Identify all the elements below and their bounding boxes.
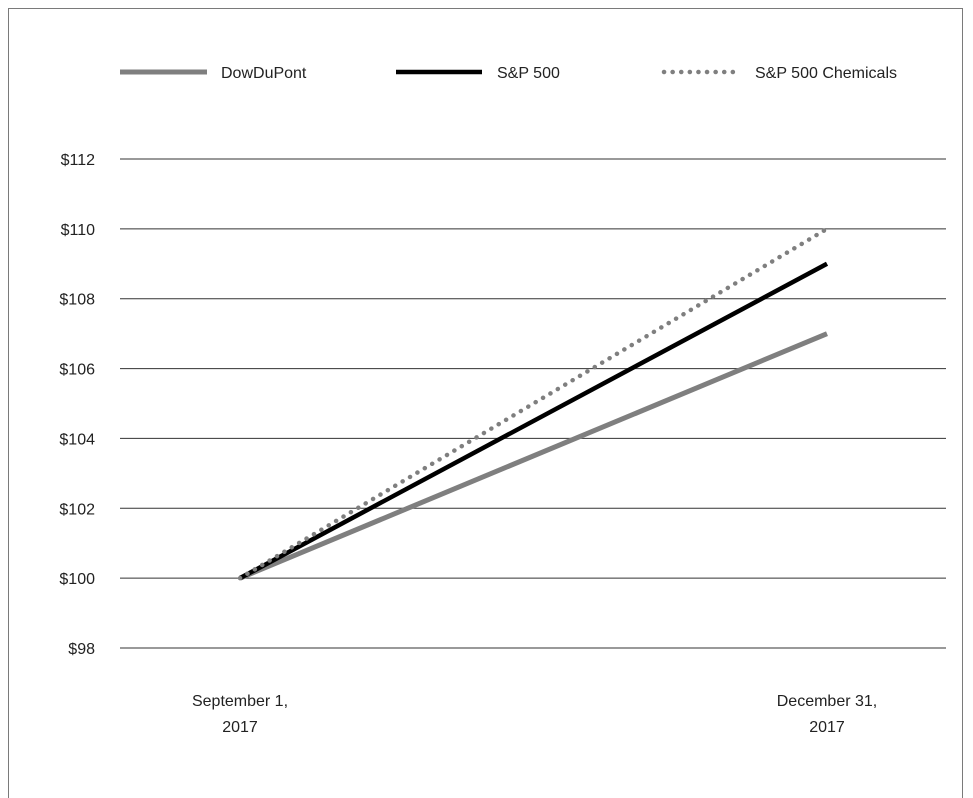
- y-tick-label: $100: [59, 571, 95, 588]
- y-tick-label: $112: [61, 152, 96, 169]
- series-lines: [237, 226, 830, 581]
- y-tick-label: $104: [59, 431, 95, 448]
- x-tick-label: December 31, 2017: [777, 693, 878, 736]
- x-tick-labels: September 1, 2017 December 31, 2017: [192, 693, 877, 736]
- chart-frame: [8, 8, 963, 798]
- legend-label-s-p-500: S&P 500: [497, 65, 560, 82]
- legend: DowDuPont S&P 500 S&P 500 Chemicals: [120, 65, 897, 82]
- y-tick-label: $108: [59, 292, 95, 309]
- legend-label-dowdupont: DowDuPont: [221, 65, 307, 82]
- y-tick-label: $106: [59, 362, 95, 379]
- series-line-s-p-500: [238, 261, 829, 581]
- y-tick-label: $98: [68, 641, 95, 658]
- legend-label-s-p-500-chemicals: S&P 500 Chemicals: [755, 65, 897, 82]
- series-line-dowdupont: [239, 331, 828, 581]
- y-tick-label: $110: [61, 222, 96, 239]
- x-tick-label: September 1, 2017: [192, 693, 288, 736]
- y-tick-label: $102: [59, 501, 95, 518]
- y-tick-labels: $98 $100 $102 $104 $106 $108 $110 $112: [59, 152, 95, 658]
- gridlines: [120, 158, 946, 649]
- series-line-s-p-500-chemicals: [237, 226, 830, 581]
